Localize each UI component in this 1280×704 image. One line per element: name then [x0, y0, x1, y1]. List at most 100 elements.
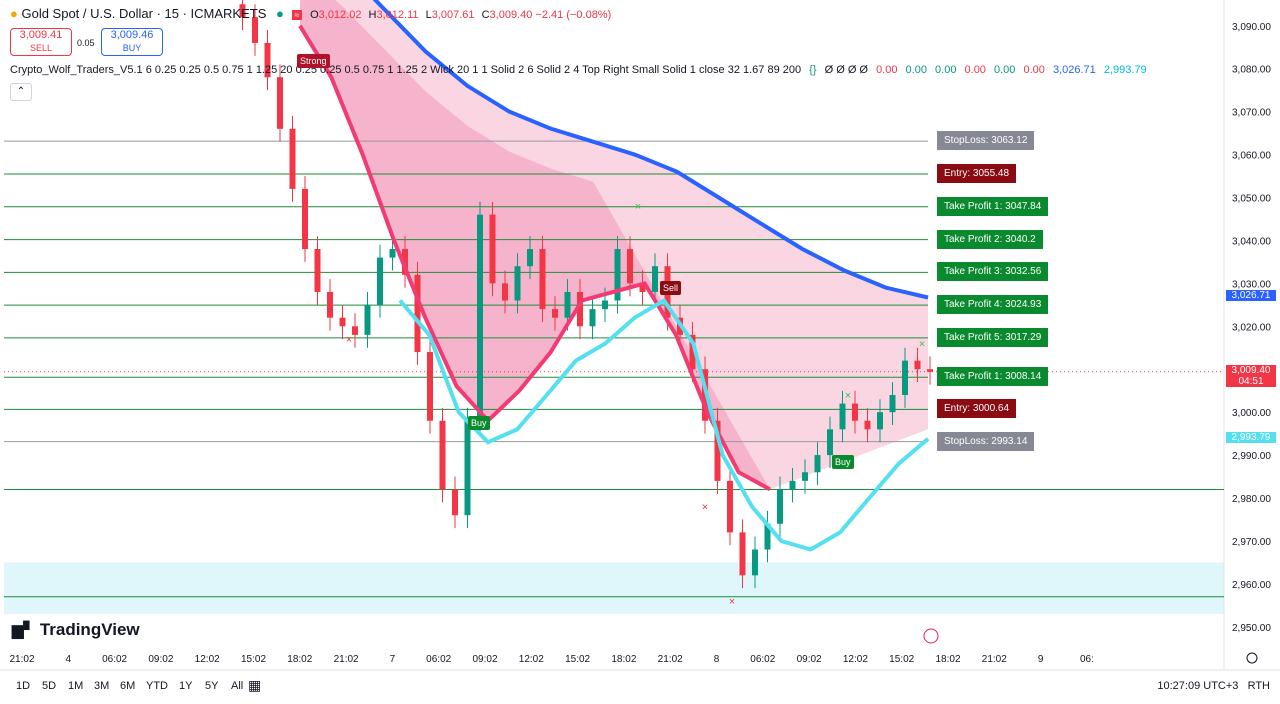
y-tick-label: 2,970.00 [1232, 537, 1271, 548]
timeframe-button-6m[interactable]: 6M [120, 680, 136, 692]
candle-body [752, 549, 758, 576]
y-tick-label: 2,990.00 [1232, 451, 1271, 462]
candle-body [239, 4, 246, 18]
level-label: Take Profit 5: 3017.29 [937, 327, 1049, 347]
candle-body [814, 455, 821, 473]
candle-body [414, 274, 421, 353]
timeframe-button-1y[interactable]: 1Y [179, 680, 193, 692]
y-tick-label: 2,950.00 [1232, 623, 1271, 634]
timeframe-button-5d[interactable]: 5D [42, 680, 57, 692]
candle-body [277, 77, 283, 129]
calendar-icon[interactable]: ▦ [248, 677, 262, 693]
timeframe-button-3m[interactable]: 3M [94, 680, 110, 692]
x-tick-label: 12:02 [843, 654, 868, 665]
x-tick-label: 15:02 [565, 654, 590, 665]
candle-body [927, 369, 933, 372]
candle-body [452, 489, 458, 516]
level-label: Take Profit 3: 3032.56 [937, 262, 1049, 282]
level-label: Take Profit 4: 3024.93 [937, 295, 1049, 315]
candle-body [402, 249, 408, 275]
level-label: Take Profit 1: 3047.84 [937, 196, 1049, 216]
symbol-title[interactable]: Gold Spot / U.S. Dollar · 15 · ICMARKETS [21, 6, 267, 21]
y-tick-label: 3,050.00 [1232, 193, 1271, 204]
candle-body [514, 266, 521, 301]
braces-icon[interactable]: {} [809, 64, 817, 76]
candle-body [539, 249, 546, 310]
timeframe-button-5y[interactable]: 5Y [205, 680, 219, 692]
candle-body [489, 214, 496, 284]
candle-body [714, 420, 721, 481]
candle-body [902, 360, 908, 395]
signal-x-marker: × [845, 390, 851, 402]
x-tick-label: 8 [714, 654, 720, 665]
price-axis-tag: 2,993.79 [1226, 431, 1276, 443]
x-tick-label: 18:02 [287, 654, 312, 665]
indicator-name: Crypto_Wolf_Traders_V5.1 6 0.25 0.25 0.5… [10, 64, 802, 76]
candle-body [289, 128, 296, 189]
signal-x-marker: × [346, 334, 352, 346]
buy-button[interactable]: 3,009.46 BUY [101, 28, 163, 56]
candle-body [439, 420, 446, 490]
tradingview-logo: ▆▘ TradingView [12, 620, 140, 639]
y-tick-label: 2,980.00 [1232, 494, 1271, 505]
timeframe-button-ytd[interactable]: YTD [146, 680, 168, 692]
market-status-icon: ● [276, 6, 284, 21]
x-tick-label: 7 [390, 654, 396, 665]
sell-button[interactable]: 3,009.41 SELL [10, 28, 72, 56]
candle-body [339, 317, 346, 327]
candle-body [264, 42, 271, 78]
level-label: Take Profit 2: 3040.2 [937, 229, 1043, 249]
x-tick-label: 21:02 [658, 654, 683, 665]
alert-icon[interactable]: ≈ [291, 10, 303, 20]
x-tick-label: 09:02 [797, 654, 822, 665]
indicator-legend[interactable]: Crypto_Wolf_Traders_V5.1 6 0.25 0.25 0.5… [10, 64, 1147, 76]
pink-cloud [300, 0, 928, 490]
candle-body [427, 352, 433, 421]
candle-body [777, 489, 783, 524]
x-tick-label: 09:02 [472, 654, 497, 665]
candle-body [827, 429, 833, 456]
y-tick-label: 3,020.00 [1232, 322, 1271, 333]
chart-header: ● Gold Spot / U.S. Dollar · 15 · ICMARKE… [10, 6, 611, 21]
candle-body [802, 472, 808, 481]
y-tick-label: 3,040.00 [1232, 236, 1271, 247]
candle-body [614, 249, 621, 301]
x-tick-label: 18:02 [611, 654, 636, 665]
gold-icon: ● [10, 6, 18, 21]
timeframe-button-1m[interactable]: 1M [68, 680, 84, 692]
x-tick-label: 15:02 [241, 654, 266, 665]
candle-body [602, 300, 608, 310]
y-tick-label: 3,030.00 [1232, 279, 1271, 290]
pink-cloud-inner [300, 0, 770, 490]
candle-body [639, 283, 646, 292]
candle-body [789, 480, 796, 490]
signal-badge: Buy [832, 455, 854, 469]
candle-body [527, 249, 533, 267]
blue-moving-average [372, 0, 929, 300]
level-label: StopLoss: 3063.12 [937, 131, 1035, 151]
collapse-legend-button[interactable]: ⌃ [10, 83, 32, 101]
level-label: StopLoss: 2993.14 [937, 431, 1035, 451]
candle-body [577, 291, 583, 327]
price-axis-tag: 3,009.40 04:51 [1226, 364, 1276, 387]
timeframe-button-1d[interactable]: 1D [16, 680, 31, 692]
x-tick-label: 21:02 [9, 654, 34, 665]
candle-body [764, 523, 771, 550]
candle-body [364, 304, 371, 335]
candle-body [314, 249, 321, 292]
x-tick-label: 21:02 [334, 654, 359, 665]
candle-body [652, 266, 658, 292]
y-tick-label: 3,060.00 [1232, 151, 1271, 162]
candle-body [852, 403, 858, 421]
candle-body [889, 394, 896, 413]
x-tick-label: 9 [1038, 654, 1044, 665]
candle-body [327, 291, 333, 318]
x-tick-label: 21:02 [982, 654, 1007, 665]
x-tick-label: 12:02 [519, 654, 544, 665]
timeframe-button-all[interactable]: All [231, 680, 244, 692]
clock: 10:27:09 UTC+3 RTH [1157, 680, 1270, 692]
candle-body [477, 214, 483, 421]
lightning-icon [923, 628, 939, 644]
candle-body [464, 420, 471, 516]
